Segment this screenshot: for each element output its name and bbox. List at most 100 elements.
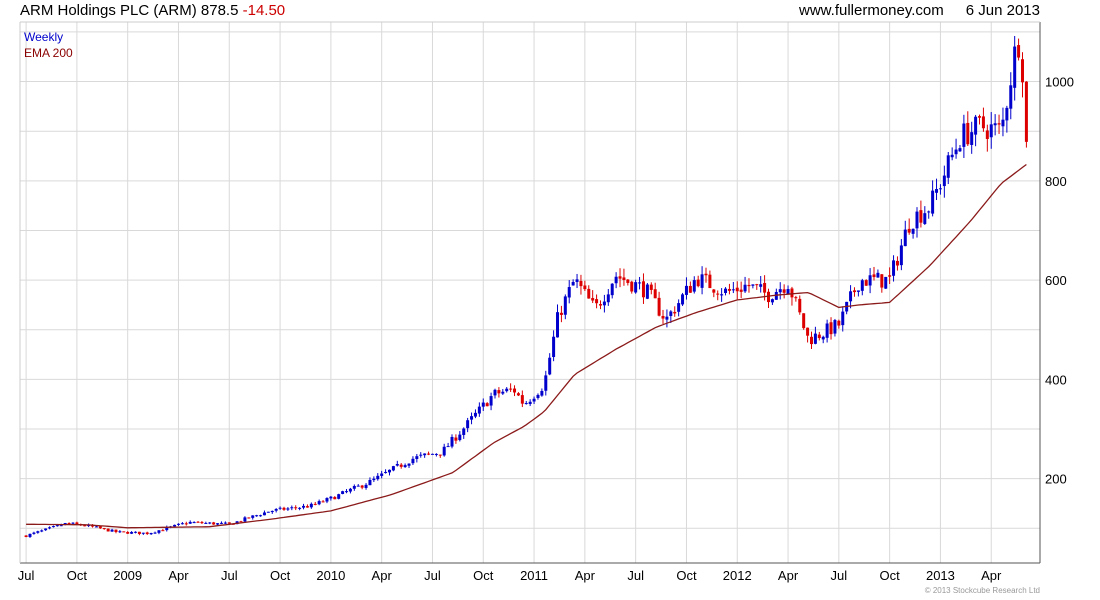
candle-body	[372, 478, 376, 481]
candle-body	[130, 532, 134, 534]
candle-body	[759, 284, 763, 287]
candle-body	[653, 289, 657, 299]
candle-body	[669, 311, 673, 316]
candle-body	[153, 532, 157, 534]
candle-body	[708, 274, 712, 289]
candle-body	[993, 123, 997, 126]
candle-body	[724, 288, 728, 293]
y-tick-label: 600	[1045, 273, 1067, 288]
candle-body	[415, 456, 419, 459]
candle-body	[556, 312, 560, 338]
source-site[interactable]: www.fullermoney.com	[799, 2, 944, 19]
candle-body	[305, 506, 309, 508]
candle-body	[681, 294, 685, 305]
candle-body	[802, 313, 806, 329]
x-tick-label: Jul	[424, 568, 441, 583]
candle-body	[75, 522, 79, 525]
candle-body	[821, 336, 825, 340]
candle-body	[704, 273, 708, 276]
candle-body	[427, 453, 431, 455]
candle-body	[864, 280, 868, 286]
x-tick-label: Jul	[627, 568, 644, 583]
candle-body	[966, 122, 970, 145]
candle-body	[935, 189, 939, 193]
candle-body	[255, 515, 259, 517]
candle-body	[595, 299, 599, 304]
chart-title: ARM Holdings PLC (ARM) 878.5 -14.50	[20, 1, 285, 21]
candle-body	[216, 523, 220, 525]
candle-body	[44, 528, 48, 531]
candle-body	[1020, 59, 1024, 83]
candle-body	[259, 515, 263, 517]
candle-body	[1009, 85, 1013, 109]
candle-body	[524, 403, 528, 405]
candle-body	[434, 453, 438, 455]
candle-body	[395, 463, 399, 466]
last-price: 878.5	[200, 2, 239, 19]
candle-body	[423, 453, 427, 456]
candle-body	[978, 116, 982, 118]
candle-body	[122, 531, 126, 533]
chart-date: 6 Jun 2013	[965, 2, 1040, 19]
candle-body	[262, 512, 266, 516]
candle-body	[794, 297, 798, 299]
candle-body	[790, 288, 794, 298]
candle-body	[407, 463, 411, 466]
candle-body	[110, 529, 114, 532]
candle-body	[28, 533, 32, 537]
candle-body	[692, 280, 696, 292]
candle-body	[176, 523, 180, 525]
candle-body	[634, 282, 638, 293]
candle-body	[364, 484, 368, 488]
candle-body	[563, 296, 567, 315]
candle-body	[700, 274, 704, 288]
candle-body	[958, 148, 962, 152]
candle-body	[114, 529, 118, 533]
candle-body	[473, 412, 477, 417]
candle-body	[571, 281, 575, 286]
candle-body	[919, 210, 923, 223]
candle-body	[32, 532, 36, 534]
candle-body	[118, 531, 122, 533]
candle-body	[677, 303, 681, 312]
candle-body	[24, 535, 28, 537]
candle-body	[696, 279, 700, 287]
candle-body	[345, 491, 349, 493]
candle-body	[360, 485, 364, 488]
candle-body	[317, 501, 321, 505]
candle-body	[161, 530, 165, 532]
candle-body	[126, 531, 130, 534]
candle-body	[649, 284, 653, 290]
candle-body	[567, 287, 571, 298]
candle-body	[380, 473, 384, 476]
candle-body	[286, 508, 290, 510]
candle-body	[927, 211, 931, 213]
candle-body	[747, 284, 751, 287]
candle-body	[618, 276, 622, 279]
candle-body	[352, 486, 356, 489]
candle-body	[1005, 107, 1009, 121]
candle-body	[481, 402, 485, 407]
x-tick-label: Oct	[270, 568, 291, 583]
candle-body	[223, 522, 227, 524]
candle-body	[200, 522, 204, 524]
candle-body	[341, 491, 345, 494]
y-tick-label: 200	[1045, 472, 1067, 487]
candle-body	[208, 522, 212, 524]
candle-body	[321, 501, 325, 503]
candle-body	[493, 389, 497, 396]
candle-body	[579, 280, 583, 287]
candle-body	[809, 336, 813, 345]
candle-body	[829, 322, 833, 335]
candle-body	[403, 465, 407, 468]
candle-body	[48, 527, 52, 529]
candle-body	[626, 279, 630, 283]
candle-body	[856, 290, 860, 292]
candle-body	[399, 464, 403, 467]
candle-body	[907, 228, 911, 233]
candle-body	[387, 469, 391, 473]
candle-body	[587, 288, 591, 299]
candle-body	[477, 406, 481, 414]
x-tick-label: Jul	[221, 568, 238, 583]
